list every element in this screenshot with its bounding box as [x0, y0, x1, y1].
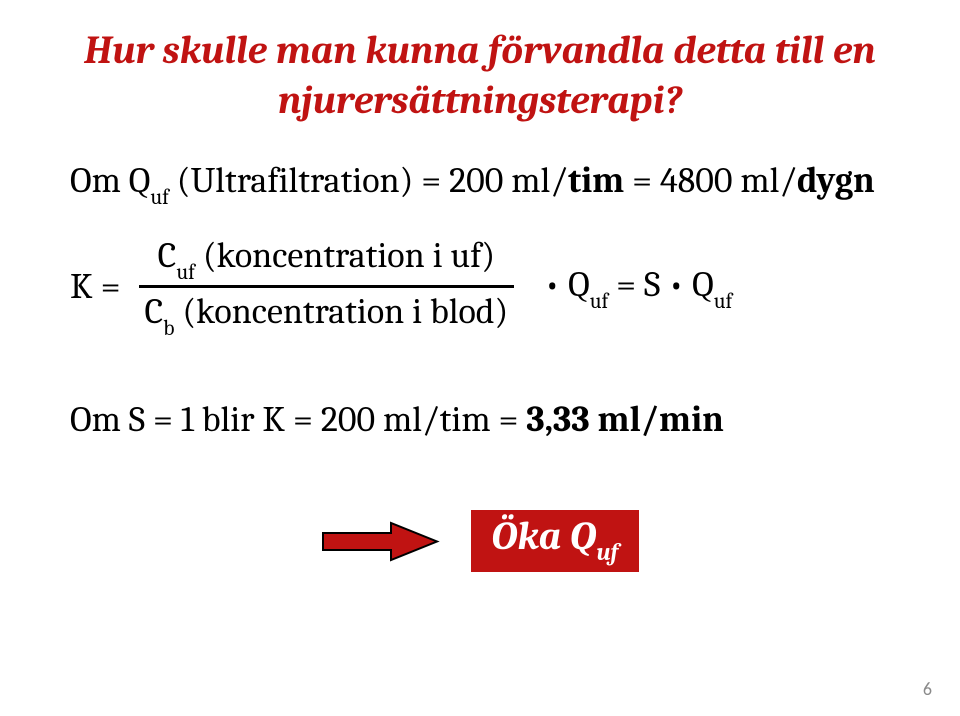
result-prefix: Om S = 1 blir K = 200 ml/tim = [70, 399, 526, 440]
num-sub: uf [176, 261, 195, 285]
quf-mid2: = 4800 ml/ [624, 160, 797, 201]
dot-sub2: uf [714, 290, 733, 314]
eq: = S • Q [608, 264, 713, 305]
fraction-denominator: Cb (koncentration i blod) [139, 288, 515, 339]
oka-prefix: Öka Q [491, 513, 596, 559]
q-uf-line: Om Quf (Ultrafiltration) = 200 ml/tim = … [70, 160, 890, 206]
oka-sub: uf [596, 538, 618, 566]
den-c: C [145, 291, 164, 332]
title-line-2: njurersättningsterapi? [278, 77, 682, 123]
right-arrow-icon [321, 519, 441, 564]
slide-container: Hur skulle man kunna förvandla detta til… [0, 0, 960, 716]
fraction: Cuf (koncentration i uf) Cb (koncentrati… [139, 234, 515, 339]
slide-title: Hur skulle man kunna förvandla detta til… [70, 25, 890, 125]
formula-row: K = Cuf (koncentration i uf) Cb (koncent… [70, 234, 890, 339]
fraction-numerator: Cuf (koncentration i uf) [152, 234, 502, 285]
num-c: C [158, 235, 177, 276]
quf-bold-dygn: dygn [797, 160, 875, 201]
dot-sub1: uf [590, 290, 609, 314]
oka-box: Öka Quf [471, 510, 638, 572]
result-bold: 3,33 ml/min [526, 399, 724, 440]
quf-mid: (Ultrafiltration) = 200 ml/ [169, 160, 568, 201]
den-sub: b [163, 317, 174, 341]
arrow-box-row: Öka Quf [70, 510, 890, 572]
title-line-1: Hur skulle man kunna förvandla detta til… [84, 27, 875, 73]
quf-bold-tim: tim [568, 160, 624, 201]
k-equals: K = [70, 266, 121, 307]
result-line: Om S = 1 blir K = 200 ml/tim = 3,33 ml/m… [70, 399, 890, 440]
page-number: 6 [923, 678, 932, 700]
den-suffix: (koncentration i blod) [174, 291, 508, 332]
dot: • Q [544, 264, 589, 305]
num-suffix: (koncentration i uf) [195, 235, 495, 276]
dot-q-part: • Quf = S • Quf [544, 264, 732, 310]
quf-prefix: Om Q [70, 160, 150, 201]
quf-sub: uf [150, 186, 169, 210]
